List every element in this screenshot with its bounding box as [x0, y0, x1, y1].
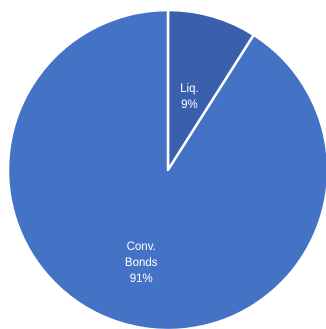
pie-slice-label-1: Conv. Bonds 91%: [125, 241, 158, 285]
pie-slice-label-line: Liq.: [180, 83, 199, 95]
labels-layer: Liq. 9% Conv. Bonds 91%: [125, 83, 199, 285]
pie-slice-label-line: 91%: [130, 273, 153, 285]
pie-slice-label-line: Conv.: [127, 241, 156, 253]
pie-slice-label-line: 9%: [181, 99, 198, 111]
slices-layer: [6, 8, 326, 329]
pie-slice-label-0: Liq. 9%: [180, 83, 199, 111]
pie-slice-0: [166, 8, 255, 172]
pie-slice-1: [6, 8, 326, 329]
pie-slice-label-line: Bonds: [125, 257, 158, 269]
